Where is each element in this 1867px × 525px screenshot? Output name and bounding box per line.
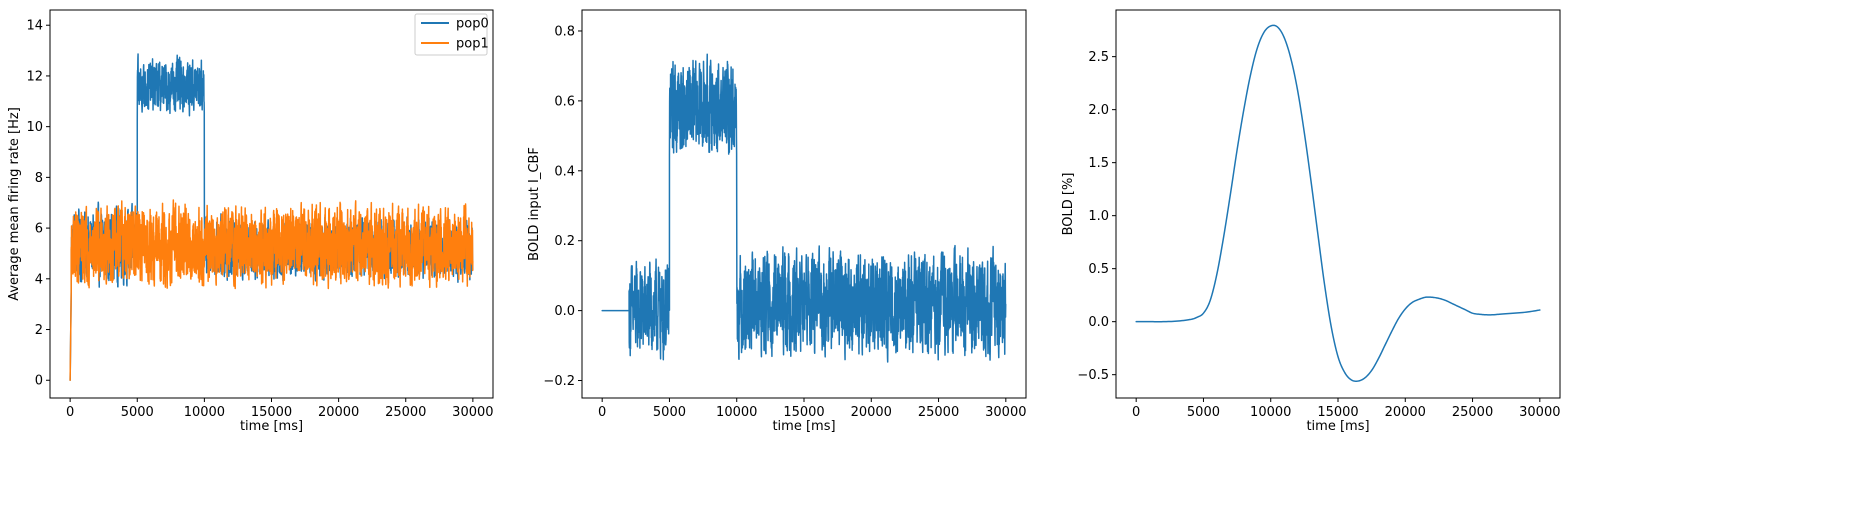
firing-rate-series-pop1	[69, 199, 474, 381]
bold-input-y-tick-label: 0.2	[554, 234, 575, 249]
firing-rate-y-tick-label: 14	[26, 19, 43, 34]
bold-input-x-tick-label: 0	[598, 405, 606, 420]
bold-input-x-tick-label: 30000	[985, 405, 1026, 420]
bold-input-series-line	[601, 53, 1007, 363]
firing-rate-x-axis-label: time [ms]	[240, 419, 303, 434]
panel-bold-input: 0 5000 10000 15000 20000 25000 30000 −0.2 0.0 0.2…	[527, 9, 1027, 434]
bold-plot-area	[1135, 24, 1541, 382]
bold-y-tick-label: 0.5	[1088, 262, 1109, 277]
firing-rate-y-tick-label: 10	[26, 120, 43, 135]
bold-y-tick-label: 0.0	[1088, 315, 1109, 330]
panel-bold: 0 5000 10000 15000 20000 25000 30000 −0.5 0.0 0.5…	[1061, 9, 1561, 434]
bold-x-tick-label: 20000	[1385, 405, 1426, 420]
firing-rate-y-tick-label: 4	[35, 272, 43, 287]
legend-label-pop0: pop0	[456, 17, 489, 32]
bold-y-tick-label: −0.5	[1077, 368, 1109, 383]
firing-rate-x-tick-label: 5000	[121, 405, 154, 420]
legend-frame	[414, 13, 488, 56]
bold-x-tick-label: 10000	[1250, 405, 1291, 420]
bold-input-x-tick-label: 5000	[653, 405, 686, 420]
bold-x-tick-label: 15000	[1317, 405, 1358, 420]
bold-input-x-tick-label: 20000	[851, 405, 892, 420]
firing-rate-y-tick-label: 6	[35, 222, 43, 237]
firing-rate-x-tick-label: 10000	[184, 405, 225, 420]
bold-x-axis-label: time [ms]	[1306, 419, 1369, 434]
bold-input-x-tick-label: 15000	[783, 405, 824, 420]
bold-input-plot-area	[601, 53, 1007, 363]
bold-input-x-axis-label: time [ms]	[772, 419, 835, 434]
bold-y-tick-label: 2.5	[1088, 50, 1109, 65]
panel-firing-rate: 0 5000 10000 15000 20000 25000 30000 0 2 4 6 8 10 12 1…	[7, 9, 494, 434]
bold-y-tick-label: 2.0	[1088, 103, 1109, 118]
bold-y-tick-label: 1.5	[1088, 156, 1109, 171]
legend: pop0 pop1	[414, 13, 489, 56]
firing-rate-y-tick-label: 2	[35, 323, 43, 338]
bold-input-ticks: 0 5000 10000 15000 20000 25000 30000 −0.2 0.0 0.2…	[543, 24, 1026, 420]
bold-input-x-tick-label: 10000	[716, 405, 757, 420]
firing-rate-x-tick-label: 20000	[318, 405, 359, 420]
bold-input-y-axis-label: BOLD input I_CBF	[527, 147, 542, 261]
bold-input-y-tick-label: 0.4	[554, 164, 575, 179]
firing-rate-y-tick-label: 0	[35, 374, 43, 389]
firing-rate-x-tick-label: 25000	[385, 405, 426, 420]
bold-input-y-tick-label: −0.2	[543, 374, 575, 389]
firing-rate-x-tick-label: 15000	[251, 405, 292, 420]
bold-y-axis-label: BOLD [%]	[1061, 173, 1076, 236]
firing-rate-plot-area	[69, 53, 474, 381]
firing-rate-ticks: 0 5000 10000 15000 20000 25000 30000 0 2 4 6 8 10 12 1…	[26, 19, 493, 420]
legend-label-pop1: pop1	[456, 37, 489, 52]
firing-rate-y-tick-label: 8	[35, 171, 43, 186]
firing-rate-y-axis-label: Average mean firing rate [Hz]	[7, 107, 22, 301]
bold-x-tick-label: 0	[1132, 405, 1140, 420]
bold-x-tick-label: 30000	[1519, 405, 1560, 420]
firing-rate-y-tick-label: 12	[26, 69, 43, 84]
bold-input-x-tick-label: 25000	[918, 405, 959, 420]
bold-ticks: 0 5000 10000 15000 20000 25000 30000 −0.5 0.0 0.5…	[1077, 50, 1560, 420]
bold-x-tick-label: 25000	[1452, 405, 1493, 420]
bold-x-tick-label: 5000	[1187, 405, 1220, 420]
bold-input-y-tick-label: 0.6	[554, 94, 575, 109]
bold-series-line	[1135, 24, 1541, 382]
firing-rate-x-tick-label: 0	[66, 405, 74, 420]
firing-rate-x-tick-label: 30000	[452, 405, 493, 420]
bold-input-y-tick-label: 0.8	[554, 24, 575, 39]
bold-input-y-tick-label: 0.0	[554, 304, 575, 319]
bold-y-tick-label: 1.0	[1088, 209, 1109, 224]
